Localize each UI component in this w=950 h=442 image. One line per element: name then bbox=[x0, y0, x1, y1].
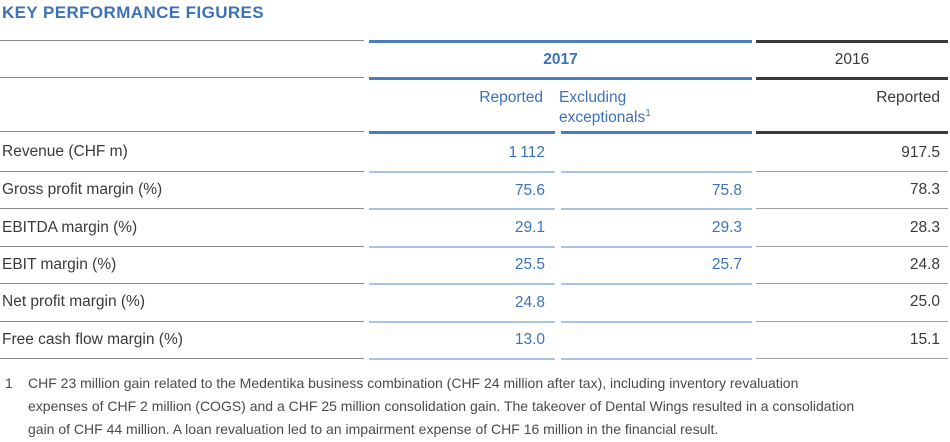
value-2017-reported: 24.8 bbox=[369, 283, 555, 320]
year-2016-header: 2016 bbox=[756, 40, 948, 77]
excluding-line1: Excluding bbox=[559, 89, 627, 106]
table-row: EBIT margin (%) 25.5 25.7 24.8 bbox=[0, 245, 948, 283]
col-header-2016-reported: Reported bbox=[756, 77, 948, 131]
metric-label: EBIT margin (%) bbox=[0, 245, 364, 283]
bottom-border-2016 bbox=[756, 357, 948, 359]
metric-label: Revenue (CHF m) bbox=[0, 131, 364, 171]
table-body: Revenue (CHF m) 1 112 917.5 Gross profit ma… bbox=[0, 131, 948, 358]
header-spacer bbox=[0, 77, 364, 131]
excluding-line2: exceptionals1 bbox=[559, 107, 651, 126]
column-header-row: Reported Excluding exceptionals1 Reporte… bbox=[0, 77, 948, 131]
value-2017-excluding bbox=[561, 283, 752, 320]
table-row: Revenue (CHF m) 1 112 917.5 bbox=[0, 131, 948, 171]
page-title: KEY PERFORMANCE FIGURES bbox=[2, 3, 265, 22]
footnote: 1 CHF 23 million gain related to the Med… bbox=[0, 372, 950, 441]
footnote-marker: 1 bbox=[5, 374, 13, 391]
table-row: Free cash flow margin (%) 13.0 15.1 bbox=[0, 320, 948, 358]
value-2016-reported: 24.8 bbox=[756, 245, 948, 283]
table-bottom-border bbox=[0, 357, 948, 360]
footnote-ref: 1 bbox=[645, 107, 651, 119]
value-2017-excluding: 29.3 bbox=[561, 208, 752, 245]
subheader-2017-group: Reported Excluding exceptionals1 bbox=[369, 77, 752, 131]
table-row: EBITDA margin (%) 29.1 29.3 28.3 bbox=[0, 208, 948, 245]
table-row: Net profit margin (%) 24.8 25.0 bbox=[0, 283, 948, 320]
metric-label: Free cash flow margin (%) bbox=[0, 320, 364, 358]
metric-label: Net profit margin (%) bbox=[0, 283, 364, 320]
value-2017-excluding bbox=[561, 320, 752, 358]
value-2017-excluding bbox=[561, 131, 752, 171]
value-2016-reported: 917.5 bbox=[756, 131, 948, 171]
value-2017-reported: 75.6 bbox=[369, 171, 555, 208]
kpi-table: 2017 2016 Reported Excluding exceptional… bbox=[0, 40, 948, 360]
header-spacer bbox=[0, 40, 364, 77]
value-2017-excluding: 75.8 bbox=[561, 171, 752, 208]
col-header-2017-excluding: Excluding exceptionals1 bbox=[559, 80, 748, 131]
value-2017-reported: 25.5 bbox=[369, 245, 555, 283]
value-2017-excluding: 25.7 bbox=[561, 245, 752, 283]
value-2016-reported: 25.0 bbox=[756, 283, 948, 320]
value-2016-reported: 28.3 bbox=[756, 208, 948, 245]
value-2017-reported: 29.1 bbox=[369, 208, 555, 245]
bottom-border-2017-reported bbox=[369, 357, 555, 360]
value-2016-reported: 78.3 bbox=[756, 171, 948, 208]
year-2017-header: 2017 bbox=[369, 40, 752, 77]
year-header-row: 2017 2016 bbox=[0, 40, 948, 77]
metric-label: EBITDA margin (%) bbox=[0, 208, 364, 245]
footnote-text: CHF 23 million gain related to the Meden… bbox=[28, 374, 855, 437]
metric-label: Gross profit margin (%) bbox=[0, 171, 364, 208]
bottom-border-2017-excluding bbox=[561, 357, 752, 360]
value-2017-reported: 13.0 bbox=[369, 320, 555, 358]
col-header-2017-reported: Reported bbox=[479, 89, 544, 106]
table-row: Gross profit margin (%) 75.6 75.8 78.3 bbox=[0, 171, 948, 208]
bottom-border-label bbox=[0, 357, 364, 359]
value-2016-reported: 15.1 bbox=[756, 320, 948, 358]
value-2017-reported: 1 112 bbox=[369, 131, 555, 171]
